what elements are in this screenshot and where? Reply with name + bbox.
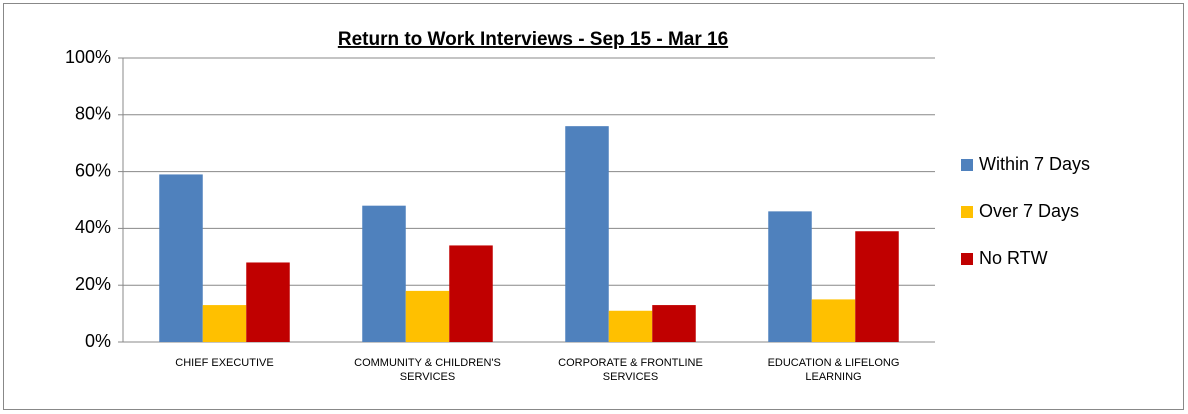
legend-swatch: [961, 253, 973, 265]
legend-label: No RTW: [979, 248, 1048, 268]
frame: [3, 3, 1184, 410]
y-tick-label: 80%: [75, 104, 111, 124]
bar: [768, 211, 812, 342]
bar: [608, 310, 653, 342]
bar: [202, 305, 247, 342]
bar: [855, 231, 899, 342]
legend-swatch: [961, 206, 973, 218]
legend-swatch: [961, 159, 973, 171]
y-tick-label: 20%: [75, 274, 111, 294]
bar: [246, 262, 290, 342]
legend-label: Within 7 Days: [979, 154, 1090, 174]
bar: [565, 126, 609, 342]
bar: [449, 245, 493, 342]
bar: [652, 305, 696, 342]
y-tick-label: 0%: [85, 331, 111, 351]
x-tick-label: CORPORATE & FRONTLINE SERVICES: [558, 357, 703, 383]
bar: [811, 299, 856, 342]
bar: [159, 174, 203, 342]
legend-label: Over 7 Days: [979, 201, 1079, 221]
x-tick-label: COMMUNITY & CHILDREN'S SERVICES: [354, 357, 501, 383]
x-tick-label: EDUCATION & LIFELONG LEARNING: [767, 357, 900, 383]
y-tick-label: 60%: [75, 160, 111, 180]
y-tick-label: 40%: [75, 217, 111, 237]
bar: [362, 205, 406, 342]
bar: [405, 290, 450, 342]
chart-title: Return to Work Interviews - Sep 15 - Mar…: [338, 29, 728, 50]
y-tick-label: 100%: [65, 47, 111, 67]
x-tick-label: CHIEF EXECUTIVE: [175, 357, 274, 369]
